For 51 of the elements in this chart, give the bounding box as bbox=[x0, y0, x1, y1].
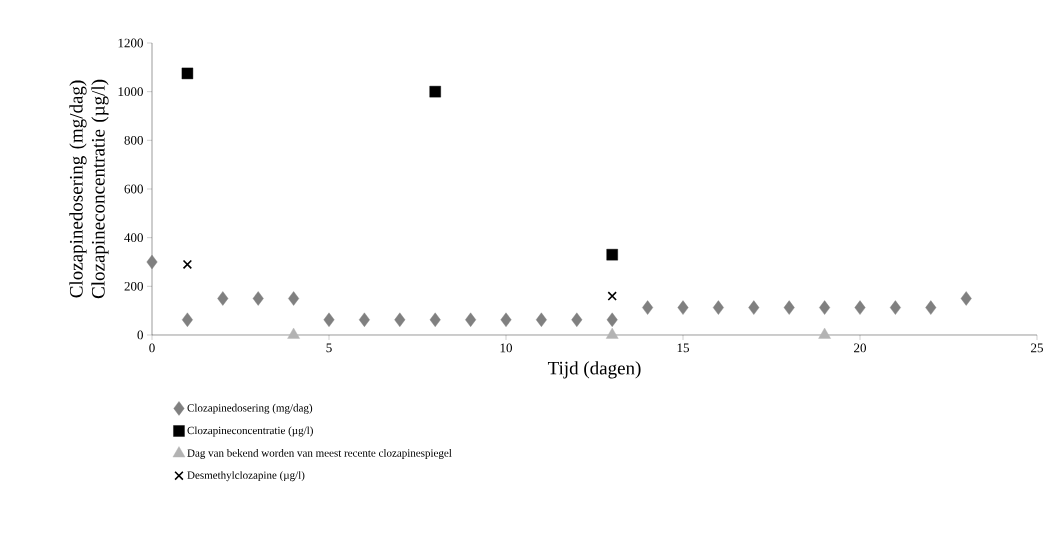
y-tick-label: 1200 bbox=[118, 38, 143, 48]
x-axis-title: Tijd (dagen) bbox=[547, 361, 641, 379]
point bbox=[889, 300, 901, 315]
point bbox=[323, 312, 335, 327]
legend-label: Desmethylclozapine (µg/l) bbox=[187, 471, 305, 482]
y-tick-label: 800 bbox=[124, 135, 143, 145]
point bbox=[429, 312, 441, 327]
point bbox=[677, 300, 689, 315]
point bbox=[535, 312, 547, 327]
point bbox=[783, 300, 795, 315]
legend-label: Dag van bekend worden van meest recente clozapinespiegel bbox=[187, 449, 452, 459]
x-tick-label: 15 bbox=[677, 343, 689, 353]
legend-label: Clozapinedosering (mg/dag) bbox=[187, 403, 313, 414]
point bbox=[606, 248, 618, 261]
point bbox=[571, 312, 583, 327]
point bbox=[642, 300, 654, 315]
point bbox=[182, 259, 193, 270]
y-tick-label: 600 bbox=[124, 184, 143, 194]
point bbox=[181, 312, 193, 327]
x-tick-label: 10 bbox=[500, 343, 513, 353]
x-tick-label: 25 bbox=[1031, 343, 1043, 353]
point bbox=[288, 291, 300, 306]
point bbox=[358, 312, 370, 327]
point bbox=[960, 291, 972, 306]
point bbox=[712, 300, 724, 315]
x-tick-label: 5 bbox=[326, 343, 332, 353]
y-tick-label: 1000 bbox=[118, 87, 143, 97]
point bbox=[925, 300, 937, 315]
point bbox=[607, 291, 617, 301]
point bbox=[394, 312, 406, 327]
point bbox=[429, 85, 441, 98]
y-tick-label: 400 bbox=[124, 233, 143, 243]
point bbox=[181, 67, 194, 80]
point bbox=[819, 300, 831, 315]
point bbox=[252, 291, 264, 306]
point bbox=[606, 312, 618, 327]
point bbox=[465, 312, 477, 327]
y-tick-label: 200 bbox=[124, 281, 143, 291]
point bbox=[217, 291, 229, 306]
point bbox=[748, 300, 760, 315]
y-tick-label: 0 bbox=[137, 330, 143, 340]
point bbox=[854, 300, 866, 315]
x-tick-label: 0 bbox=[149, 343, 155, 353]
point bbox=[287, 327, 300, 339]
legend-label: Clozapineconcentratie (µg/l) bbox=[187, 426, 313, 437]
x-tick-label: 20 bbox=[854, 343, 867, 353]
point bbox=[146, 254, 158, 270]
point bbox=[605, 327, 619, 339]
point bbox=[500, 312, 512, 327]
point bbox=[818, 327, 831, 339]
y-axis-title: Clozapinedosering (mg/dag) Clozapineconcentratie (µg/l) bbox=[69, 79, 109, 299]
